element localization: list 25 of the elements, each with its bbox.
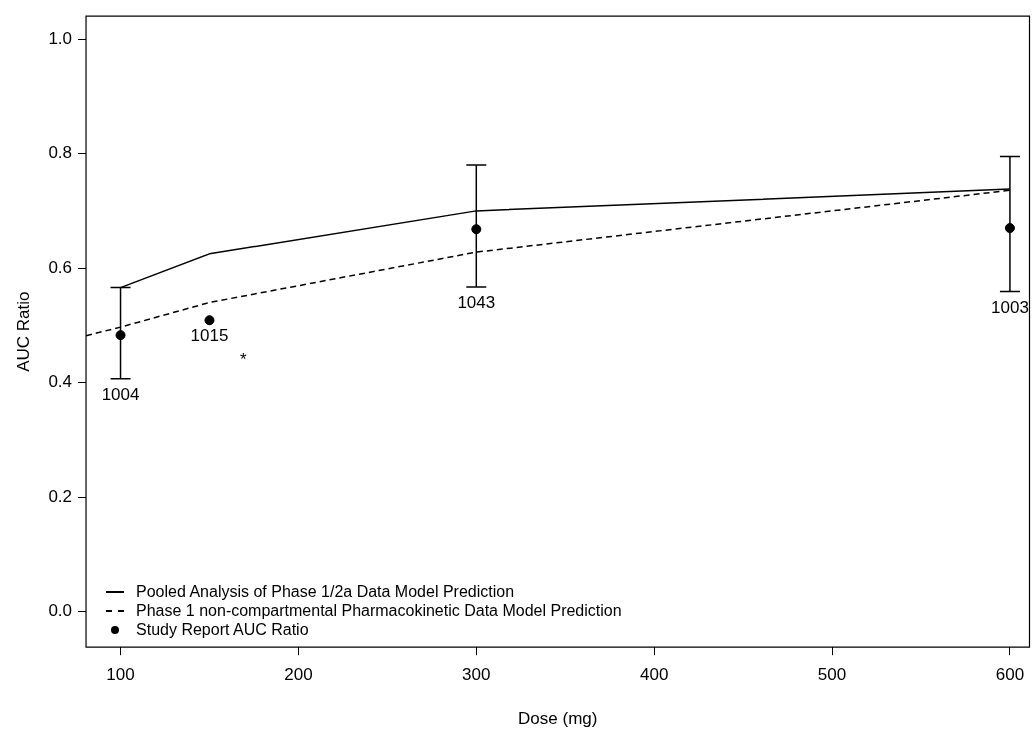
y-tick-label: 0.6 <box>48 257 73 277</box>
legend-label: Study Report AUC Ratio <box>136 620 309 640</box>
x-axis-title: Dose (mg) <box>518 709 598 729</box>
point <box>204 315 215 326</box>
annotation: 1043 <box>457 293 496 313</box>
legend-label: Phase 1 non-compartmental Pharmacokinetic Data Model Prediction <box>136 601 622 621</box>
x-tick-label: 500 <box>817 665 847 685</box>
x-tick-label: 100 <box>106 665 135 685</box>
annotation: 1015 <box>190 326 229 346</box>
point <box>115 330 126 341</box>
point <box>471 224 482 235</box>
x-tick-label: 400 <box>639 665 669 685</box>
x-tick-label: 300 <box>462 665 491 685</box>
annotation: 1003 <box>991 297 1029 317</box>
y-tick-label: 0.2 <box>48 486 73 506</box>
y-tick-label: 0.0 <box>48 601 73 621</box>
y-tick-label: 0.8 <box>48 143 73 163</box>
x-tick-label: 600 <box>995 665 1025 685</box>
y-axis-title: AUC Ratio <box>13 291 33 372</box>
y-tick-label: 0.4 <box>48 372 73 392</box>
annotation: 1004 <box>101 384 140 404</box>
legend-label: Pooled Analysis of Phase 1/2a Data Model Prediction <box>136 582 515 602</box>
annotation: * <box>240 350 247 370</box>
y-tick-label: 1.0 <box>48 28 73 48</box>
x-tick-label: 200 <box>284 665 313 685</box>
